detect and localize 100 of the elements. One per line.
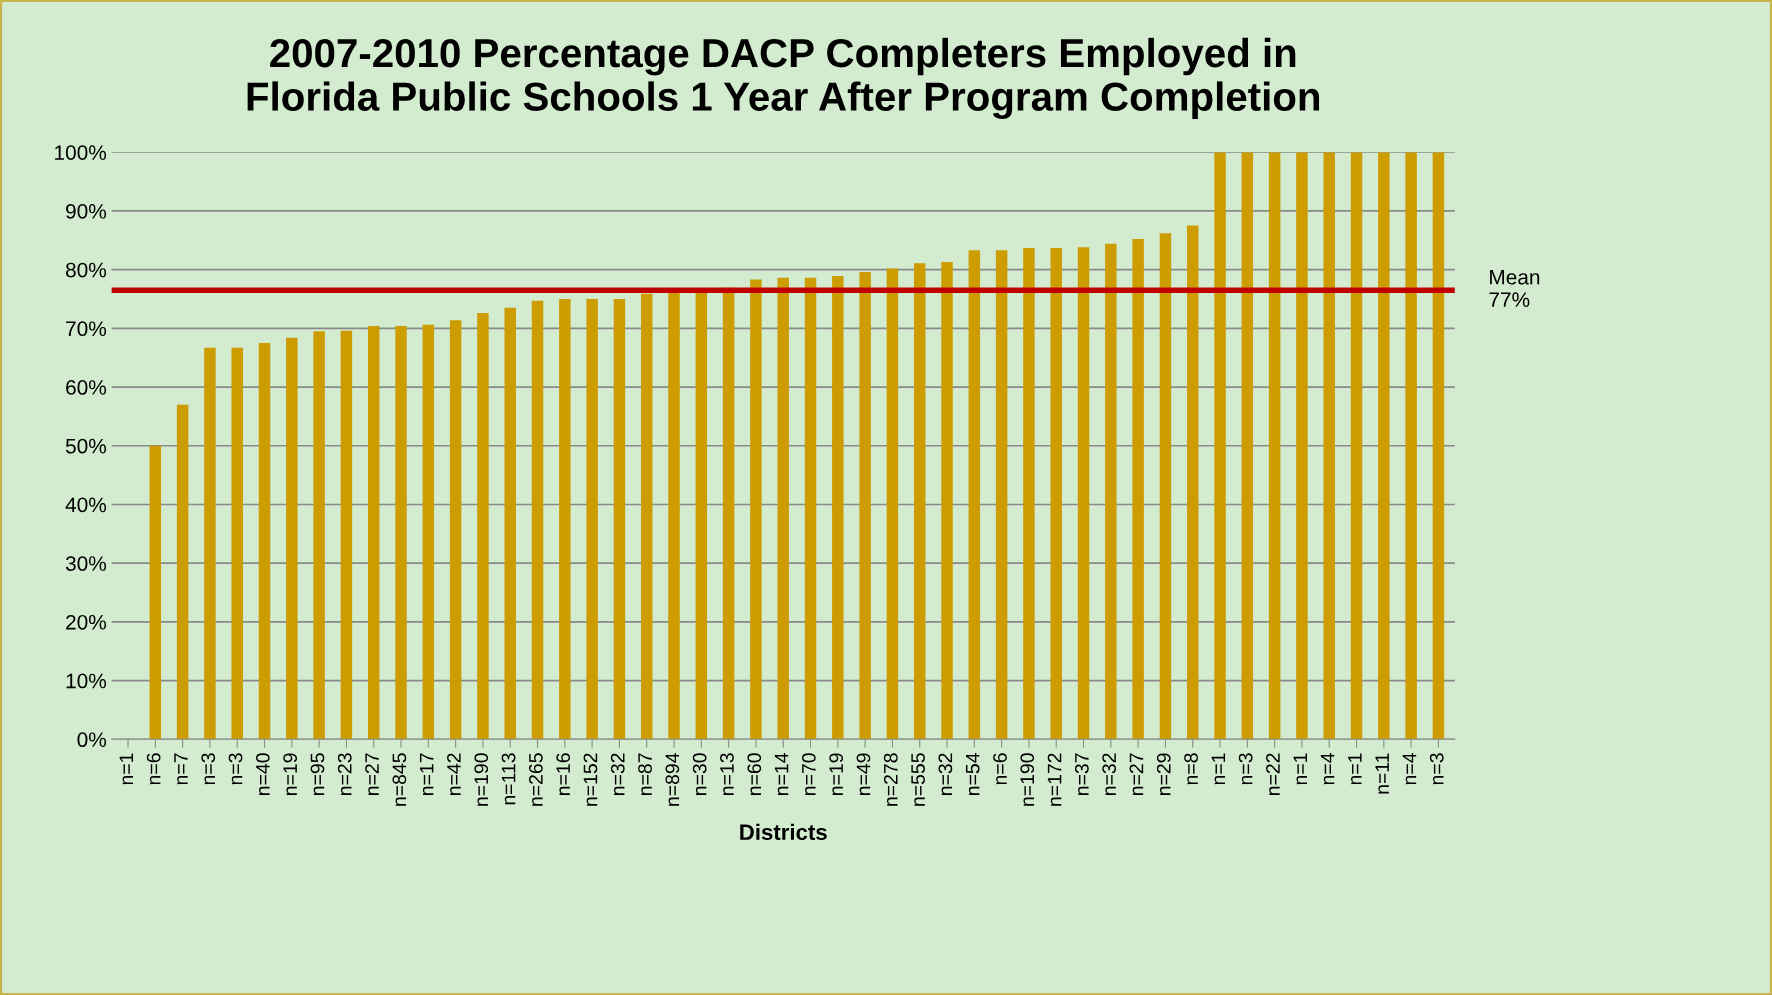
y-tick-label: 50% xyxy=(65,438,107,454)
bar xyxy=(176,404,189,740)
x-tick-label: n=555 xyxy=(911,753,925,806)
bar xyxy=(968,250,981,740)
bar xyxy=(1050,247,1062,740)
bar xyxy=(422,324,435,740)
bar xyxy=(1241,152,1254,740)
bar xyxy=(1432,152,1445,740)
x-tick-label: n=16 xyxy=(556,753,571,795)
x-tick-label: n=1 xyxy=(1293,753,1307,785)
x-tick-label: n=4 xyxy=(1402,753,1417,785)
bar xyxy=(804,277,817,740)
ref-line-label: Mean 77% xyxy=(1489,270,1540,307)
x-tick-label: n=17 xyxy=(419,753,434,795)
bar xyxy=(286,337,298,740)
x-tick-label: n=3 xyxy=(228,753,243,785)
bar xyxy=(531,300,544,740)
bar xyxy=(668,291,680,740)
bar xyxy=(750,279,762,740)
bar xyxy=(149,445,162,740)
y-tick-label: 40% xyxy=(65,497,107,513)
chart-title: 2007-2010 Percentage DACP Completers Employed in Florida Public Schools 1 Year After Program Completion xyxy=(247,37,1320,120)
x-tick-label: n=172 xyxy=(1047,753,1062,806)
x-tick-label: n=13 xyxy=(720,753,734,795)
bar xyxy=(559,299,571,740)
y-tick-label: 70% xyxy=(66,321,107,337)
bar xyxy=(1323,152,1335,740)
x-tick-label: n=11 xyxy=(1375,753,1389,794)
x-tick-label: n=19 xyxy=(829,753,844,795)
x-tick-label: n=22 xyxy=(1266,753,1280,795)
x-tick-label: n=32 xyxy=(1102,753,1117,795)
y-tick-label: 20% xyxy=(66,614,107,630)
x-tick-label: n=70 xyxy=(801,753,816,795)
bar xyxy=(231,347,243,740)
bar xyxy=(1378,152,1390,740)
bar xyxy=(613,299,626,740)
bar xyxy=(640,293,653,740)
bar xyxy=(395,326,407,740)
bar xyxy=(367,326,380,740)
x-tick-label: n=3 xyxy=(201,753,216,785)
x-tick-label: n=87 xyxy=(638,753,652,795)
x-tick-label: n=4 xyxy=(1320,753,1335,785)
bar xyxy=(1023,247,1035,740)
bar xyxy=(1159,233,1172,740)
x-tick-label: n=190 xyxy=(474,753,489,806)
y-tick-label: 10% xyxy=(66,673,107,689)
y-tick-label: 80% xyxy=(65,262,107,278)
bar xyxy=(1405,152,1417,740)
bar xyxy=(340,330,353,740)
x-tick-label: n=278 xyxy=(883,753,898,806)
x-tick-label: n=29 xyxy=(1156,753,1171,795)
bar xyxy=(1268,152,1281,740)
x-tick-label: n=40 xyxy=(255,753,270,795)
x-tick-label: n=95 xyxy=(310,753,325,795)
x-tick-label: n=32 xyxy=(938,753,953,795)
x-tick-label: n=894 xyxy=(665,753,680,806)
x-tick-label: n=190 xyxy=(1020,753,1035,806)
x-tick-label: n=60 xyxy=(747,753,762,795)
x-tick-label: n=19 xyxy=(283,753,298,795)
x-tick-label: n=49 xyxy=(856,753,871,795)
x-tick-label: n=14 xyxy=(774,753,789,795)
bar xyxy=(1350,152,1363,740)
x-tick-label: n=3 xyxy=(1238,753,1253,785)
x-tick-label: n=27 xyxy=(365,753,379,795)
y-tick-label: 100% xyxy=(55,145,107,160)
bar xyxy=(586,299,598,740)
bar xyxy=(449,320,462,740)
bar xyxy=(204,347,216,740)
bar xyxy=(504,307,516,740)
bar xyxy=(313,331,325,740)
x-tick-label: n=1 xyxy=(119,753,134,785)
y-tick-label: 60% xyxy=(66,380,107,395)
bar xyxy=(1187,225,1199,740)
x-tick-label: n=37 xyxy=(1074,753,1089,795)
x-tick-label: n=3 xyxy=(1429,753,1444,785)
x-tick-label: n=152 xyxy=(583,753,598,806)
bar xyxy=(832,276,844,740)
bar xyxy=(1077,247,1090,740)
x-tick-label: n=6 xyxy=(993,753,1007,785)
x-tick-label: n=845 xyxy=(392,753,407,806)
x-tick-label: n=6 xyxy=(146,753,161,785)
y-tick-label: 90% xyxy=(66,203,107,219)
bar xyxy=(777,277,789,740)
bar xyxy=(886,268,899,740)
x-tick-label: n=54 xyxy=(965,753,980,795)
y-tick-label: 0% xyxy=(77,732,107,748)
bar xyxy=(941,262,953,740)
x-tick-label: n=27 xyxy=(1129,753,1144,795)
bar xyxy=(859,271,871,740)
x-tick-label: n=8 xyxy=(1184,753,1198,785)
x-tick-label: n=32 xyxy=(610,753,625,795)
bar xyxy=(1214,152,1226,740)
bar xyxy=(1296,152,1308,740)
x-tick-label: n=265 xyxy=(528,753,543,806)
bar xyxy=(1105,243,1117,740)
x-tick-label: n=1 xyxy=(1211,753,1226,785)
bar xyxy=(1132,239,1144,740)
bar xyxy=(258,343,271,740)
x-tick-label: n=23 xyxy=(337,753,352,795)
x-tick-label: n=42 xyxy=(447,753,461,795)
